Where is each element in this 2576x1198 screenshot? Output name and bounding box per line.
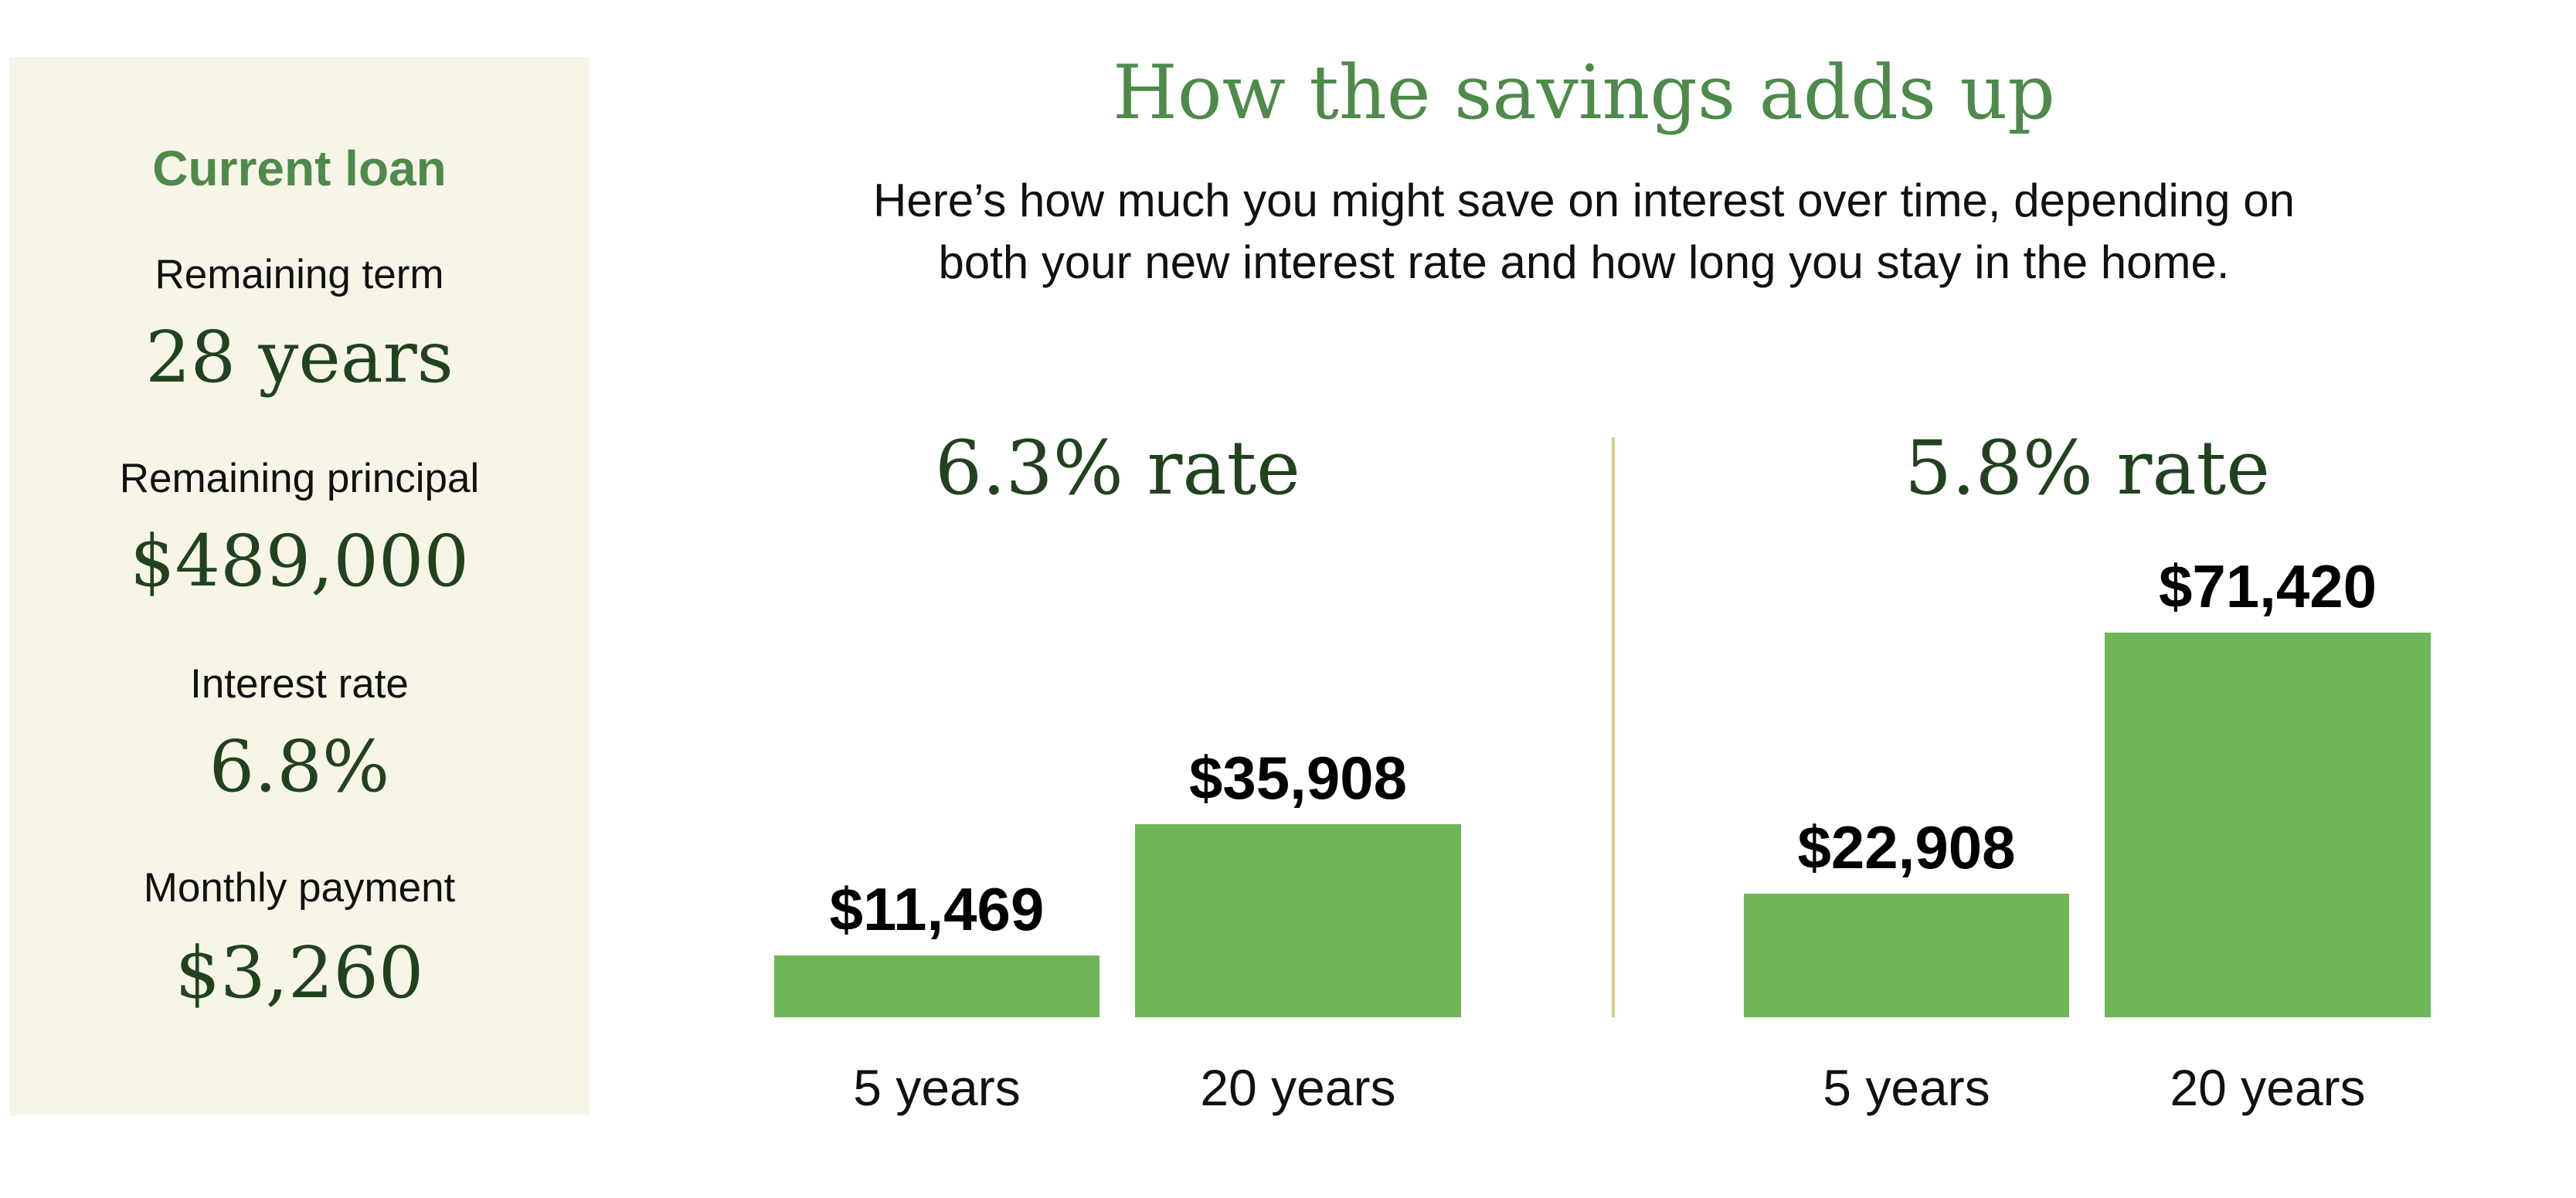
subtitle-line-1: Here’s how much you might save on intere…	[873, 175, 2295, 226]
interest-rate-label: Interest rate	[190, 661, 409, 707]
chart-1-bar-20-years	[1135, 824, 1461, 1017]
panel-heading: Current loan	[152, 141, 447, 196]
remaining-principal-value: $489,000	[130, 520, 469, 602]
remaining-principal-label: Remaining principal	[119, 456, 480, 501]
chart-1-x-label-1: 5 years	[853, 1059, 1021, 1116]
remaining-term-label: Remaining term	[155, 252, 444, 297]
chart-2-bar-2-value: $71,420	[2159, 552, 2377, 620]
chart-2-bar-5-years	[1744, 894, 2069, 1017]
monthly-payment-label: Monthly payment	[143, 865, 456, 911]
current-loan-panel: Current loan Remaining term 28 years Rem…	[9, 57, 590, 1115]
chart-1-x-label-2: 20 years	[1200, 1059, 1396, 1116]
chart-2-bar-1-value: $22,908	[1797, 813, 2016, 881]
chart-divider	[1612, 437, 1615, 1017]
remaining-term-value: 28 years	[145, 316, 454, 399]
chart-1-title: 6.3% rate	[935, 425, 1300, 511]
chart-2-x-label-1: 5 years	[1823, 1059, 1990, 1116]
chart-1-bar-5-years	[774, 955, 1099, 1017]
chart-2-x-label-2: 20 years	[2170, 1059, 2366, 1116]
subtitle-line-2: both your new interest rate and how long…	[938, 236, 2230, 288]
page-subtitle: Here’s how much you might save on intere…	[695, 170, 2472, 294]
chart-2-bar-20-years	[2105, 633, 2431, 1017]
chart-1-bar-2-value: $35,908	[1189, 744, 1407, 812]
interest-rate-value: 6.8%	[209, 725, 390, 808]
chart-2-title: 5.8% rate	[1905, 425, 2270, 511]
chart-1-bar-1-value: $11,469	[829, 875, 1045, 943]
page-title: How the savings adds up	[1113, 49, 2055, 136]
monthly-payment-value: $3,260	[175, 932, 424, 1014]
